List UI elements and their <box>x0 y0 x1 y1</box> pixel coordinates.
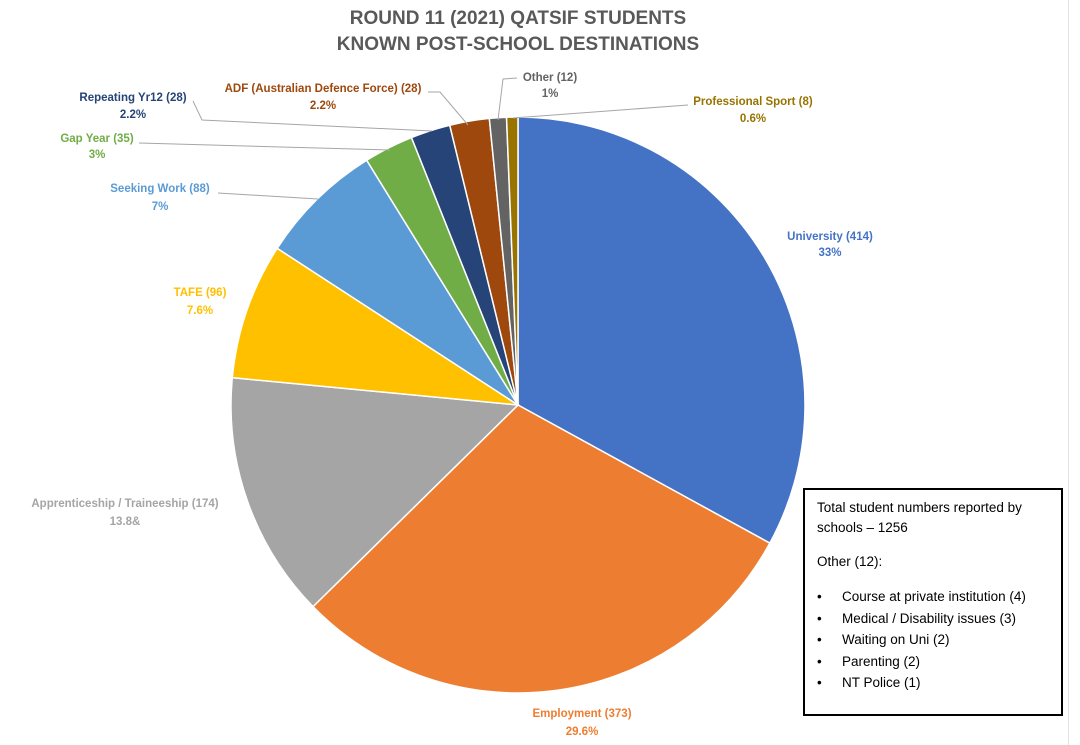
pie-slice-employment <box>311 404 771 694</box>
data-label-percent-professional-sport: 0.6% <box>740 113 766 125</box>
bullet-icon: • <box>817 675 822 690</box>
data-label-other: Other (12) <box>523 72 577 84</box>
pie-slice-university <box>517 116 806 545</box>
pie-slices <box>230 116 806 694</box>
data-label-adf-australian-defence-force: ADF (Australian Defence Force) (28) <box>225 83 422 95</box>
data-label-professional-sport: Professional Sport (8) <box>693 96 813 108</box>
list-item-text: NT Police (1) <box>842 675 921 690</box>
chart-title-line-1: ROUND 11 (2021) QATSIF STUDENTS <box>349 8 687 29</box>
data-label-apprenticeship-traineeship: Apprenticeship / Traineeship (174) <box>31 498 218 510</box>
bullet-icon: • <box>817 653 822 669</box>
chart-title: ROUND 11 (2021) QATSIF STUDENTS KNOWN PO… <box>0 6 1036 58</box>
data-label-percent-university: 33% <box>818 247 841 259</box>
data-label-percent-gap-year: 3% <box>89 149 106 161</box>
data-label-percent-apprenticeship-traineeship: 13.8& <box>110 516 141 528</box>
bullet-icon: • <box>817 632 822 647</box>
pie-slice-professional-sport <box>505 116 519 406</box>
data-label-percent-adf-australian-defence-force: 2.2% <box>310 100 336 112</box>
bullet-icon: • <box>817 589 822 604</box>
list-item-text: Parenting (2) <box>842 653 921 669</box>
leader-line-other <box>497 77 518 121</box>
leader-line-gap-year <box>138 142 391 151</box>
data-label-tafe: TAFE (96) <box>174 287 227 299</box>
data-label-percent-employment: 29.6% <box>566 726 599 738</box>
data-label-repeating-yr12: Repeating Yr12 (28) <box>79 92 186 104</box>
list-item-text: Course at private institution (4) <box>842 589 1026 604</box>
other-breakdown-list: • Course at private institution (4) • Medi… <box>817 586 1051 694</box>
list-item: • Parenting (2) <box>817 651 1051 673</box>
other-heading: Other (12): <box>817 554 883 569</box>
chart-title-line-2: KNOWN POST-SCHOOL DESTINATIONS <box>336 34 700 55</box>
leader-line-adf-australian-defence-force <box>428 91 469 126</box>
data-label-percent-repeating-yr12: 2.2% <box>120 109 146 121</box>
list-item-text: Waiting on Uni (2) <box>842 632 950 647</box>
pie-slice-apprenticeship-traineeship <box>230 376 520 608</box>
data-label-seeking-work: Seeking Work (88) <box>110 183 210 195</box>
data-label-university: University (414) <box>787 231 873 243</box>
leader-lines <box>138 77 689 200</box>
list-item-text: Medical / Disability issues (3) <box>842 610 1017 626</box>
data-label-percent-seeking-work: 7% <box>152 201 169 213</box>
leader-line-professional-sport <box>512 104 689 119</box>
window-edge <box>1068 0 1069 745</box>
list-item: • Waiting on Uni (2) <box>817 629 1051 651</box>
pie-slice-tafe <box>231 247 519 406</box>
data-label-employment: Employment (373) <box>532 708 631 720</box>
bullet-icon: • <box>817 610 822 626</box>
total-students-text: Total student numbers reported by school… <box>817 500 1022 535</box>
slice-labels: University (414) 33% Employment (373) 29.6%… <box>31 72 873 738</box>
data-label-percent-tafe: 7.6% <box>187 305 213 317</box>
list-item: • Medical / Disability issues (3) <box>817 608 1051 630</box>
summary-box: Total student numbers reported by school… <box>803 488 1063 716</box>
leader-line-seeking-work <box>217 192 319 200</box>
data-label-gap-year: Gap Year (35) <box>60 133 133 145</box>
data-label-percent-other: 1% <box>542 88 559 100</box>
leader-line-repeating-yr12 <box>192 100 433 132</box>
list-item: • Course at private institution (4) <box>817 586 1051 608</box>
list-item: • NT Police (1) <box>817 672 1051 694</box>
